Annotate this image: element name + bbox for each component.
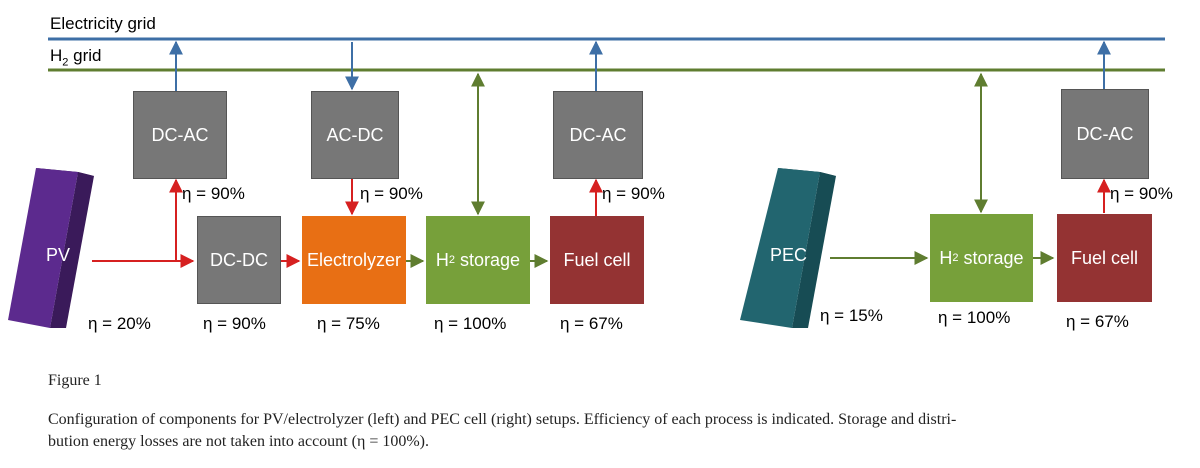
dcdc-box: DC-DC bbox=[197, 216, 281, 304]
figure-caption-line-2: bution energy losses are not taken into … bbox=[48, 433, 429, 450]
h2-grid-label: H2 grid bbox=[50, 46, 101, 68]
fuel-cell-box-1: Fuel cell bbox=[550, 216, 644, 304]
dcac-box-2: DC-AC bbox=[553, 91, 643, 179]
acdc-box: AC-DC bbox=[311, 91, 399, 179]
eta-fuelcell-1: η = 67% bbox=[560, 314, 623, 333]
dcac-box-3: DC-AC bbox=[1061, 89, 1149, 179]
storage2-suffix: storage bbox=[958, 247, 1024, 268]
fuel-cell-box-2: Fuel cell bbox=[1057, 214, 1152, 302]
pv-label: PV bbox=[46, 245, 71, 265]
eta-storage-1: η = 100% bbox=[434, 314, 507, 333]
eta-storage-2: η = 100% bbox=[938, 308, 1011, 327]
eta-dcac-1: η = 90% bbox=[182, 184, 245, 203]
eta-fuelcell-2: η = 67% bbox=[1066, 312, 1129, 331]
eta-dcdc: η = 90% bbox=[203, 314, 266, 333]
storage2-prefix: H bbox=[939, 247, 953, 268]
storage1-sub: 2 bbox=[448, 254, 456, 266]
eta-dcac-2: η = 90% bbox=[602, 184, 665, 203]
eta-dcac-3: η = 90% bbox=[1110, 184, 1173, 203]
eta-pec: η = 15% bbox=[820, 306, 883, 325]
storage1-suffix: storage bbox=[455, 249, 521, 270]
figure-caption-line-1: Configuration of components for PV/elect… bbox=[48, 411, 957, 428]
dcac-box-1: DC-AC bbox=[133, 91, 227, 179]
electricity-grid-label: Electricity grid bbox=[50, 14, 156, 33]
eta-pv: η = 20% bbox=[88, 314, 151, 333]
pec-panel bbox=[740, 168, 836, 328]
h2-grid-sub: 2 bbox=[62, 56, 69, 69]
pv-panel bbox=[8, 168, 94, 328]
h2-grid-suffix: grid bbox=[68, 46, 102, 65]
figure-title: Figure 1 bbox=[48, 372, 102, 389]
h2-grid-prefix: H bbox=[50, 46, 63, 65]
storage1-prefix: H bbox=[435, 249, 449, 270]
pec-label: PEC bbox=[770, 245, 808, 265]
eta-acdc: η = 90% bbox=[360, 184, 423, 203]
eta-electrolyzer: η = 75% bbox=[317, 314, 380, 333]
electrolyzer-box: Electrolyzer bbox=[302, 216, 406, 304]
storage2-sub: 2 bbox=[952, 252, 959, 264]
